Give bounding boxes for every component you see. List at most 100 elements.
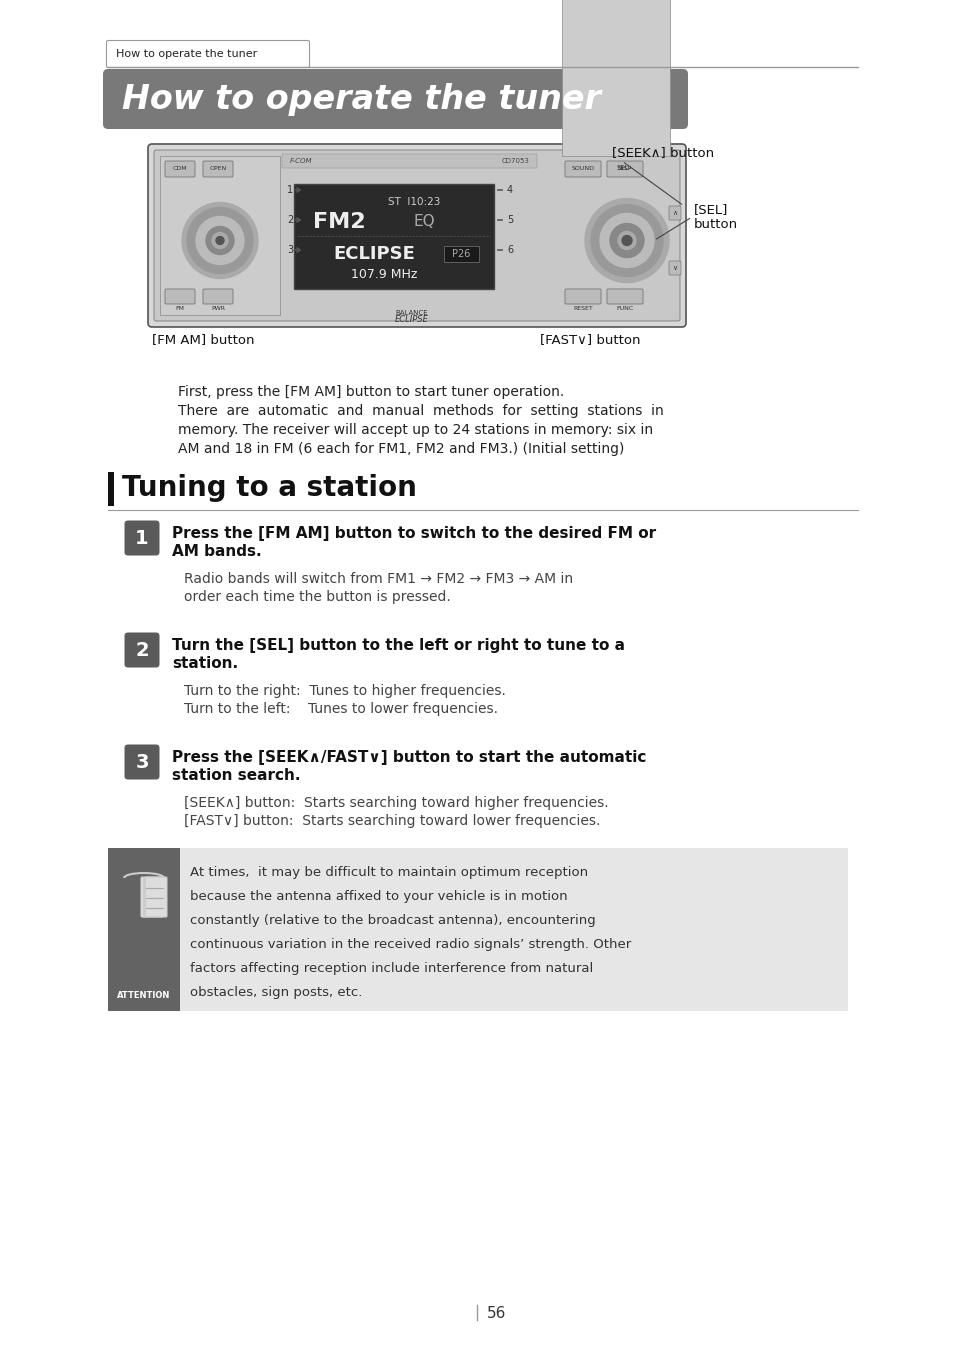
Text: obstacles, sign posts, etc.: obstacles, sign posts, etc. — [190, 986, 362, 999]
FancyBboxPatch shape — [145, 877, 167, 917]
Text: 56: 56 — [486, 1305, 506, 1321]
FancyBboxPatch shape — [606, 289, 642, 304]
Text: 3: 3 — [287, 245, 293, 255]
Circle shape — [609, 224, 643, 257]
FancyBboxPatch shape — [165, 161, 194, 178]
Bar — [108, 472, 113, 505]
Text: EQ: EQ — [413, 214, 435, 229]
Circle shape — [195, 217, 244, 264]
Text: ST  Ⅰ10:23: ST Ⅰ10:23 — [388, 196, 439, 207]
Text: Press the [SEEK∧/FAST∨] button to start the automatic: Press the [SEEK∧/FAST∨] button to start … — [172, 751, 646, 766]
Text: At times,  it may be difficult to maintain optimum reception: At times, it may be difficult to maintai… — [190, 866, 587, 879]
Text: constantly (relative to the broadcast antenna), encountering: constantly (relative to the broadcast an… — [190, 915, 595, 927]
Text: [SEEK∧] button: [SEEK∧] button — [612, 146, 714, 160]
Text: factors affecting reception include interference from natural: factors affecting reception include inte… — [190, 962, 593, 976]
Bar — [282, 154, 537, 168]
Text: 3: 3 — [135, 752, 149, 771]
Text: SOUND: SOUND — [571, 167, 594, 172]
Text: continuous variation in the received radio signals’ strength. Other: continuous variation in the received rad… — [190, 938, 631, 951]
Text: Tuning to a station: Tuning to a station — [122, 474, 416, 501]
Text: FM: FM — [175, 306, 184, 312]
Circle shape — [621, 236, 631, 245]
Text: BALANCE: BALANCE — [395, 310, 428, 316]
Text: Press the [FM AM] button to switch to the desired FM or: Press the [FM AM] button to switch to th… — [172, 526, 656, 541]
Text: AM and 18 in FM (6 each for FM1, FM2 and FM3.) (Initial setting): AM and 18 in FM (6 each for FM1, FM2 and… — [178, 442, 623, 457]
Text: [FM AM] button: [FM AM] button — [152, 333, 254, 347]
Text: 4: 4 — [506, 186, 513, 195]
Text: First, press the [FM AM] button to start tuner operation.: First, press the [FM AM] button to start… — [178, 385, 563, 398]
Text: How to operate the tuner: How to operate the tuner — [116, 49, 257, 60]
Text: How to operate the tuner: How to operate the tuner — [122, 83, 600, 115]
Circle shape — [215, 237, 224, 244]
Text: ECLIPSE: ECLIPSE — [333, 245, 415, 263]
FancyBboxPatch shape — [103, 69, 687, 129]
FancyBboxPatch shape — [564, 289, 600, 304]
Text: AM bands.: AM bands. — [172, 543, 261, 560]
FancyBboxPatch shape — [125, 633, 159, 668]
Text: ∧: ∧ — [672, 210, 677, 215]
FancyBboxPatch shape — [141, 877, 163, 917]
Text: RESET: RESET — [573, 306, 592, 312]
FancyBboxPatch shape — [668, 262, 680, 275]
FancyBboxPatch shape — [203, 161, 233, 178]
Text: station.: station. — [172, 656, 238, 671]
Bar — [561, 0, 669, 156]
Bar — [108, 848, 847, 1011]
Text: CDM: CDM — [172, 167, 187, 172]
Circle shape — [182, 202, 257, 279]
Text: PWR: PWR — [211, 306, 225, 312]
Text: 2: 2 — [135, 641, 149, 660]
Bar — [160, 156, 280, 314]
Circle shape — [618, 232, 636, 249]
FancyBboxPatch shape — [125, 744, 159, 779]
Text: DISP: DISP — [618, 167, 632, 172]
FancyBboxPatch shape — [148, 144, 685, 327]
FancyBboxPatch shape — [153, 150, 679, 321]
FancyBboxPatch shape — [606, 161, 642, 178]
Text: F-COM: F-COM — [290, 159, 313, 164]
Text: [SEL]: [SEL] — [693, 203, 727, 217]
Text: 5: 5 — [506, 215, 513, 225]
FancyBboxPatch shape — [107, 41, 309, 68]
Text: memory. The receiver will accept up to 24 stations in memory: six in: memory. The receiver will accept up to 2… — [178, 423, 653, 438]
Text: ∨: ∨ — [672, 266, 677, 271]
Text: 1: 1 — [287, 186, 293, 195]
Text: [FAST∨] button: [FAST∨] button — [539, 333, 639, 347]
Text: FM2: FM2 — [313, 211, 365, 232]
Text: station search.: station search. — [172, 768, 300, 783]
FancyBboxPatch shape — [203, 289, 233, 304]
Text: ATTENTION: ATTENTION — [117, 991, 171, 1000]
FancyBboxPatch shape — [165, 289, 194, 304]
Bar — [108, 848, 180, 1011]
Text: Turn to the right:  Tunes to higher frequencies.: Turn to the right: Tunes to higher frequ… — [184, 684, 505, 698]
Circle shape — [206, 226, 233, 255]
Circle shape — [584, 198, 668, 282]
Text: because the antenna affixed to your vehicle is in motion: because the antenna affixed to your vehi… — [190, 890, 567, 902]
Text: OPEN: OPEN — [209, 167, 227, 172]
Text: FUNC: FUNC — [616, 306, 633, 312]
Circle shape — [187, 207, 253, 274]
Text: order each time the button is pressed.: order each time the button is pressed. — [184, 589, 450, 604]
Text: button: button — [693, 218, 738, 230]
Text: Turn to the left:    Tunes to lower frequencies.: Turn to the left: Tunes to lower frequen… — [184, 702, 497, 715]
FancyBboxPatch shape — [294, 184, 494, 289]
FancyBboxPatch shape — [668, 206, 680, 220]
Text: [FAST∨] button:  Starts searching toward lower frequencies.: [FAST∨] button: Starts searching toward … — [184, 814, 599, 828]
Text: There  are  automatic  and  manual  methods  for  setting  stations  in: There are automatic and manual methods f… — [178, 404, 663, 417]
Text: 2: 2 — [287, 215, 293, 225]
Text: SEL-: SEL- — [616, 165, 631, 171]
FancyBboxPatch shape — [125, 520, 159, 556]
Text: Radio bands will switch from FM1 → FM2 → FM3 → AM in: Radio bands will switch from FM1 → FM2 →… — [184, 572, 573, 585]
Text: 1: 1 — [135, 528, 149, 547]
Circle shape — [590, 205, 662, 276]
Bar — [443, 247, 478, 262]
Text: P26: P26 — [452, 249, 470, 259]
Circle shape — [599, 214, 654, 267]
Text: Turn the [SEL] button to the left or right to tune to a: Turn the [SEL] button to the left or rig… — [172, 638, 624, 653]
Text: 107.9 MHz: 107.9 MHz — [351, 267, 416, 280]
Circle shape — [212, 233, 228, 248]
Text: CD7053: CD7053 — [501, 159, 530, 164]
Text: ECLIPSE: ECLIPSE — [395, 316, 429, 324]
FancyBboxPatch shape — [564, 161, 600, 178]
Text: [SEEK∧] button:  Starts searching toward higher frequencies.: [SEEK∧] button: Starts searching toward … — [184, 795, 608, 810]
